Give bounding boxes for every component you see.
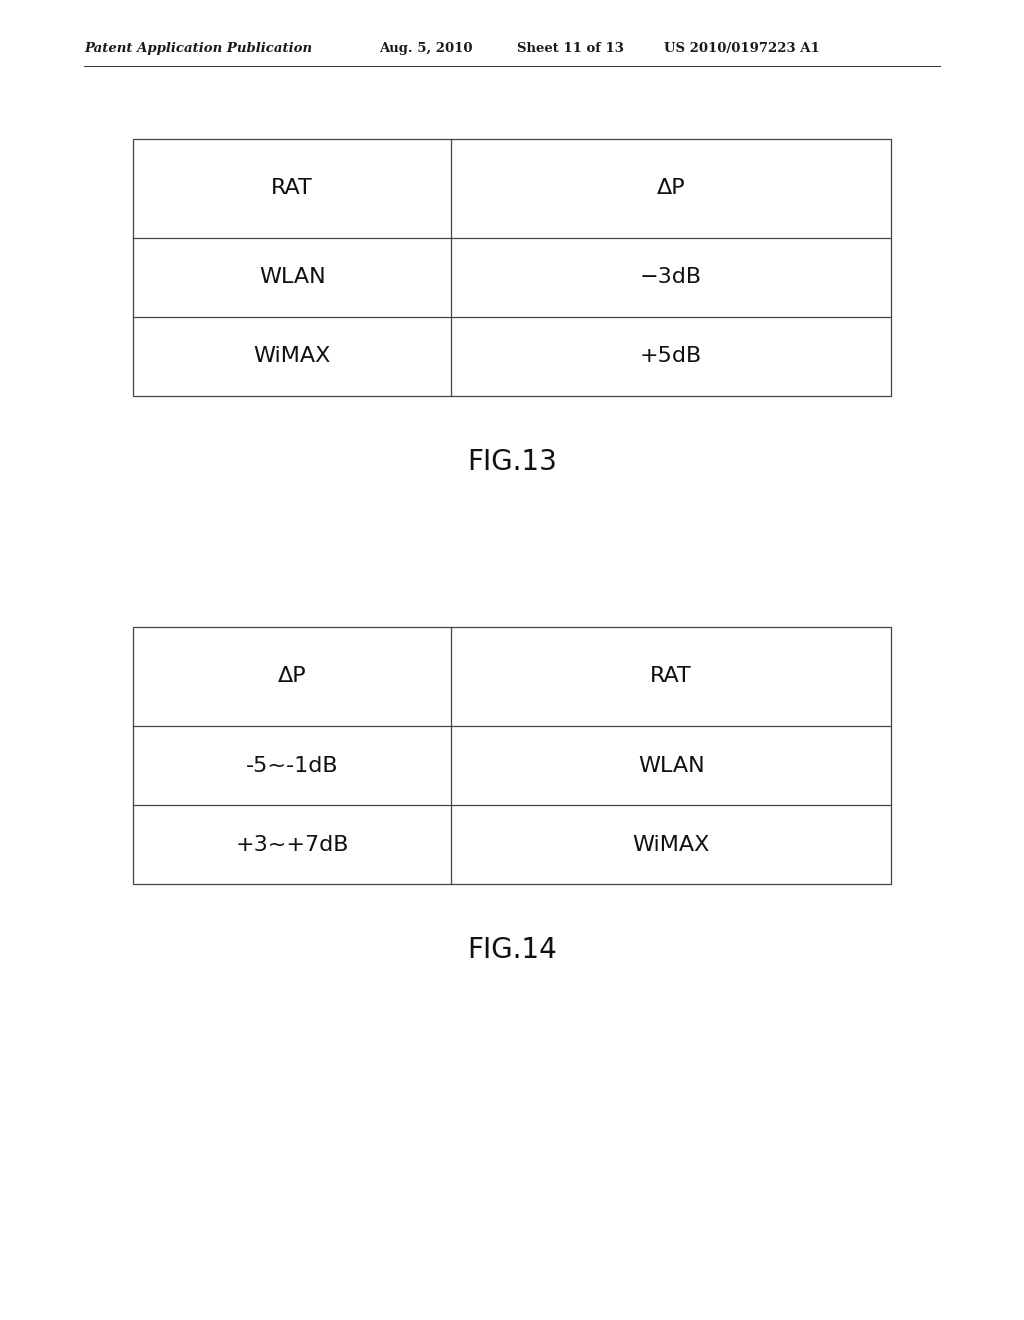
Text: US 2010/0197223 A1: US 2010/0197223 A1 (664, 42, 819, 55)
Text: FIG.14: FIG.14 (467, 936, 557, 965)
Bar (133, 627, 891, 884)
Text: FIG.13: FIG.13 (467, 447, 557, 477)
Text: Patent Application Publication: Patent Application Publication (84, 42, 312, 55)
Text: Sheet 11 of 13: Sheet 11 of 13 (517, 42, 624, 55)
Text: Aug. 5, 2010: Aug. 5, 2010 (379, 42, 472, 55)
Text: −3dB: −3dB (640, 267, 702, 288)
Text: WLAN: WLAN (638, 755, 705, 776)
Text: RAT: RAT (271, 178, 313, 198)
Text: WiMAX: WiMAX (254, 346, 331, 367)
Text: WiMAX: WiMAX (633, 834, 710, 855)
Text: ΔP: ΔP (278, 667, 306, 686)
Text: -5~-1dB: -5~-1dB (246, 755, 339, 776)
Text: +3~+7dB: +3~+7dB (236, 834, 349, 855)
Bar (133, 139, 891, 396)
Text: +5dB: +5dB (640, 346, 702, 367)
Text: WLAN: WLAN (259, 267, 326, 288)
Text: ΔP: ΔP (656, 178, 685, 198)
Text: RAT: RAT (650, 667, 692, 686)
